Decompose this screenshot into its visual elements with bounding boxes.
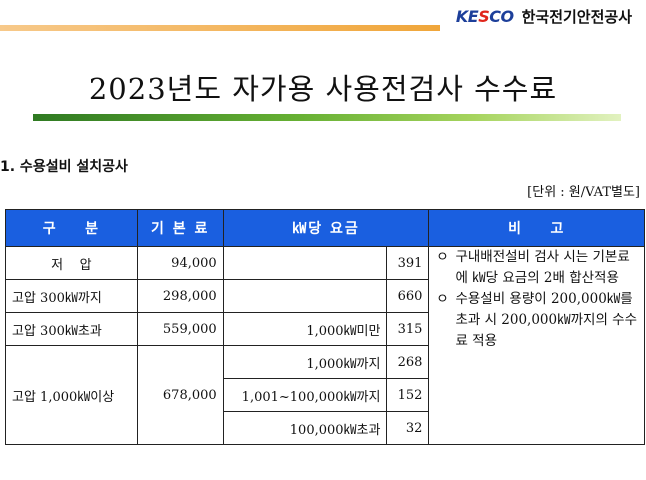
- remark-text: 수용설비 용량이 200,000㎾를 초과 시 200,000㎾까지의 수수료 …: [455, 291, 637, 349]
- range-cell: 100,000㎾초과: [222, 411, 388, 445]
- rate-cell: 660: [386, 279, 430, 313]
- range-cell: [222, 279, 388, 313]
- category-cell: 고압 300㎾초과: [5, 312, 138, 346]
- range-cell: 1,001~100,000㎾까지: [222, 378, 388, 412]
- bullet-icon: ㅇ: [436, 249, 449, 265]
- header-per-kw: ㎾당 요금: [222, 209, 430, 247]
- section-heading: 1. 수용설비 설치공사: [0, 159, 128, 175]
- title-underline: [33, 114, 621, 121]
- header-category: 구 분: [5, 209, 138, 247]
- base-fee-cell: 559,000: [136, 312, 224, 346]
- bullet-icon: ㅇ: [436, 291, 449, 307]
- organization-name: 한국전기안전공사: [521, 8, 632, 26]
- header-accent-line: [0, 25, 440, 31]
- rate-cell: 152: [386, 378, 430, 412]
- rate-cell: 32: [386, 411, 430, 445]
- remark-item: ㅇ 수용설비 용량이 200,000㎾를 초과 시 200,000㎾까지의 수수…: [435, 289, 638, 352]
- table-row: 고압 300㎾초과 559,000 1,000㎾미만 315: [5, 312, 645, 346]
- table-row: 고압 1,000㎾이상 678,000 1,000㎾까지 268: [5, 345, 645, 445]
- unit-note: [단위 : 원/VAT별도]: [527, 185, 640, 200]
- fee-table: 구 분 기 본 료 ㎾당 요금 비 고 저 압 94,000 391 ㅇ 구내배…: [5, 209, 645, 445]
- category-cell: 고압 1,000㎾이상: [5, 345, 138, 445]
- table-header-row: 구 분 기 본 료 ㎾당 요금 비 고: [5, 209, 645, 247]
- base-fee-cell: 94,000: [136, 246, 224, 280]
- table-row: 저 압 94,000 391 ㅇ 구내배전설비 검사 시는 기본료에 ㎾당 요금…: [5, 246, 645, 445]
- brand: KESCO 한국전기안전공사: [456, 6, 632, 27]
- rate-cell: 268: [386, 345, 430, 379]
- remarks-cell: ㅇ 구내배전설비 검사 시는 기본료에 ㎾당 요금의 2배 합산적용 ㅇ 수용설…: [428, 246, 645, 445]
- remark-item: ㅇ 구내배전설비 검사 시는 기본료에 ㎾당 요금의 2배 합산적용: [435, 247, 638, 289]
- header-remarks: 비 고: [428, 209, 645, 247]
- category-cell: 고압 300㎾까지: [5, 279, 138, 313]
- base-fee-cell: 678,000: [136, 345, 224, 445]
- page-title: 2023년도 자가용 사용전검사 수수료: [88, 72, 558, 106]
- table-row: 100,000㎾초과 32: [6, 411, 645, 445]
- header-bar: KESCO 한국전기안전공사: [0, 0, 646, 33]
- range-cell: 1,000㎾미만: [222, 312, 388, 346]
- range-cell: 1,000㎾까지: [222, 345, 388, 379]
- header-base-fee: 기 본 료: [136, 209, 224, 247]
- rate-cell: 391: [386, 246, 430, 280]
- range-cell: [222, 246, 388, 280]
- category-cell: 저 압: [5, 246, 138, 280]
- kesco-logo: KESCO: [455, 7, 514, 26]
- rate-cell: 315: [386, 312, 430, 346]
- remark-text: 구내배전설비 검사 시는 기본료에 ㎾당 요금의 2배 합산적용: [455, 249, 630, 286]
- base-fee-cell: 298,000: [136, 279, 224, 313]
- table-row: 고압 300㎾까지 298,000 660: [5, 279, 645, 313]
